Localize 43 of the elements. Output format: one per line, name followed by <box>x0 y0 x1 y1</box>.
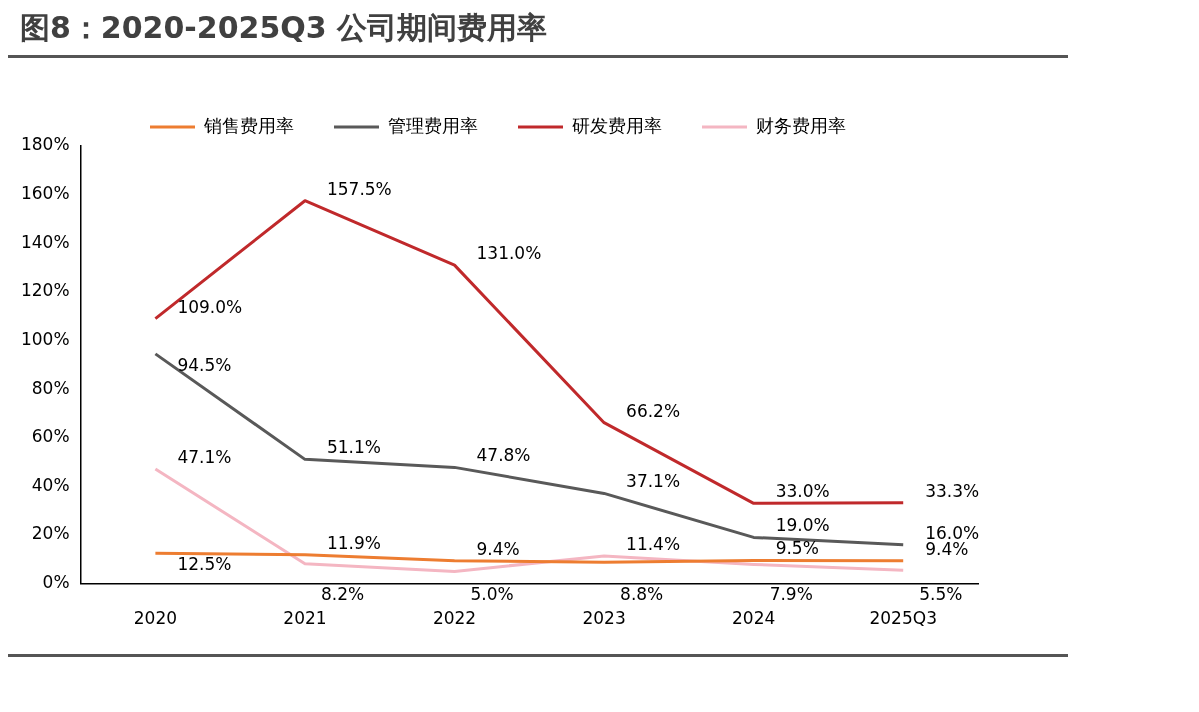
y-tick-label: 160% <box>20 183 70 204</box>
chart-title: 图8：2020-2025Q3 公司期间费用率 <box>8 8 1068 58</box>
data-label: 9.5% <box>775 538 819 559</box>
legend-label: 财务费用率 <box>756 114 846 136</box>
legend-label: 研发费用率 <box>572 114 662 136</box>
x-tick-label: 2024 <box>732 608 776 629</box>
data-label: 33.3% <box>925 480 980 501</box>
data-label: 9.4% <box>476 538 520 559</box>
y-tick-label: 20% <box>31 523 70 544</box>
data-label: 5.5% <box>919 583 963 604</box>
data-label: 47.1% <box>177 447 232 468</box>
y-tick-label: 60% <box>31 426 70 447</box>
data-label: 8.8% <box>620 583 664 604</box>
data-label: 8.2% <box>320 583 365 604</box>
x-tick-label: 2022 <box>432 608 477 629</box>
y-tick-label: 180% <box>20 134 70 155</box>
data-label: 109.0% <box>177 296 243 317</box>
x-tick-label: 2025Q3 <box>869 608 937 629</box>
y-tick-label: 80% <box>31 377 70 398</box>
data-label: 19.0% <box>775 515 830 536</box>
y-tick-label: 0% <box>42 572 70 593</box>
data-label: 66.2% <box>626 400 681 421</box>
data-label: 94.5% <box>177 354 232 375</box>
y-tick-label: 100% <box>20 328 70 349</box>
data-label: 11.4% <box>626 533 681 554</box>
y-tick-label: 120% <box>20 280 70 301</box>
data-label: 157.5% <box>326 178 392 199</box>
legend-label: 管理费用率 <box>388 114 478 136</box>
x-tick-label: 2023 <box>582 608 626 629</box>
x-tick-label: 2020 <box>133 608 178 629</box>
data-label: 11.9% <box>326 532 381 553</box>
y-tick-label: 140% <box>20 231 70 252</box>
data-label: 131.0% <box>476 243 542 264</box>
legend-label: 销售费用率 <box>203 114 294 136</box>
y-tick-label: 40% <box>31 474 70 495</box>
data-label: 7.9% <box>769 583 813 604</box>
data-label: 51.1% <box>326 437 381 458</box>
data-label: 12.5% <box>177 554 232 575</box>
data-label: 33.0% <box>775 481 830 502</box>
x-tick-label: 2021 <box>283 608 327 629</box>
data-label: 47.8% <box>476 445 531 466</box>
data-label: 37.1% <box>626 471 681 492</box>
data-label: 5.0% <box>470 583 514 604</box>
